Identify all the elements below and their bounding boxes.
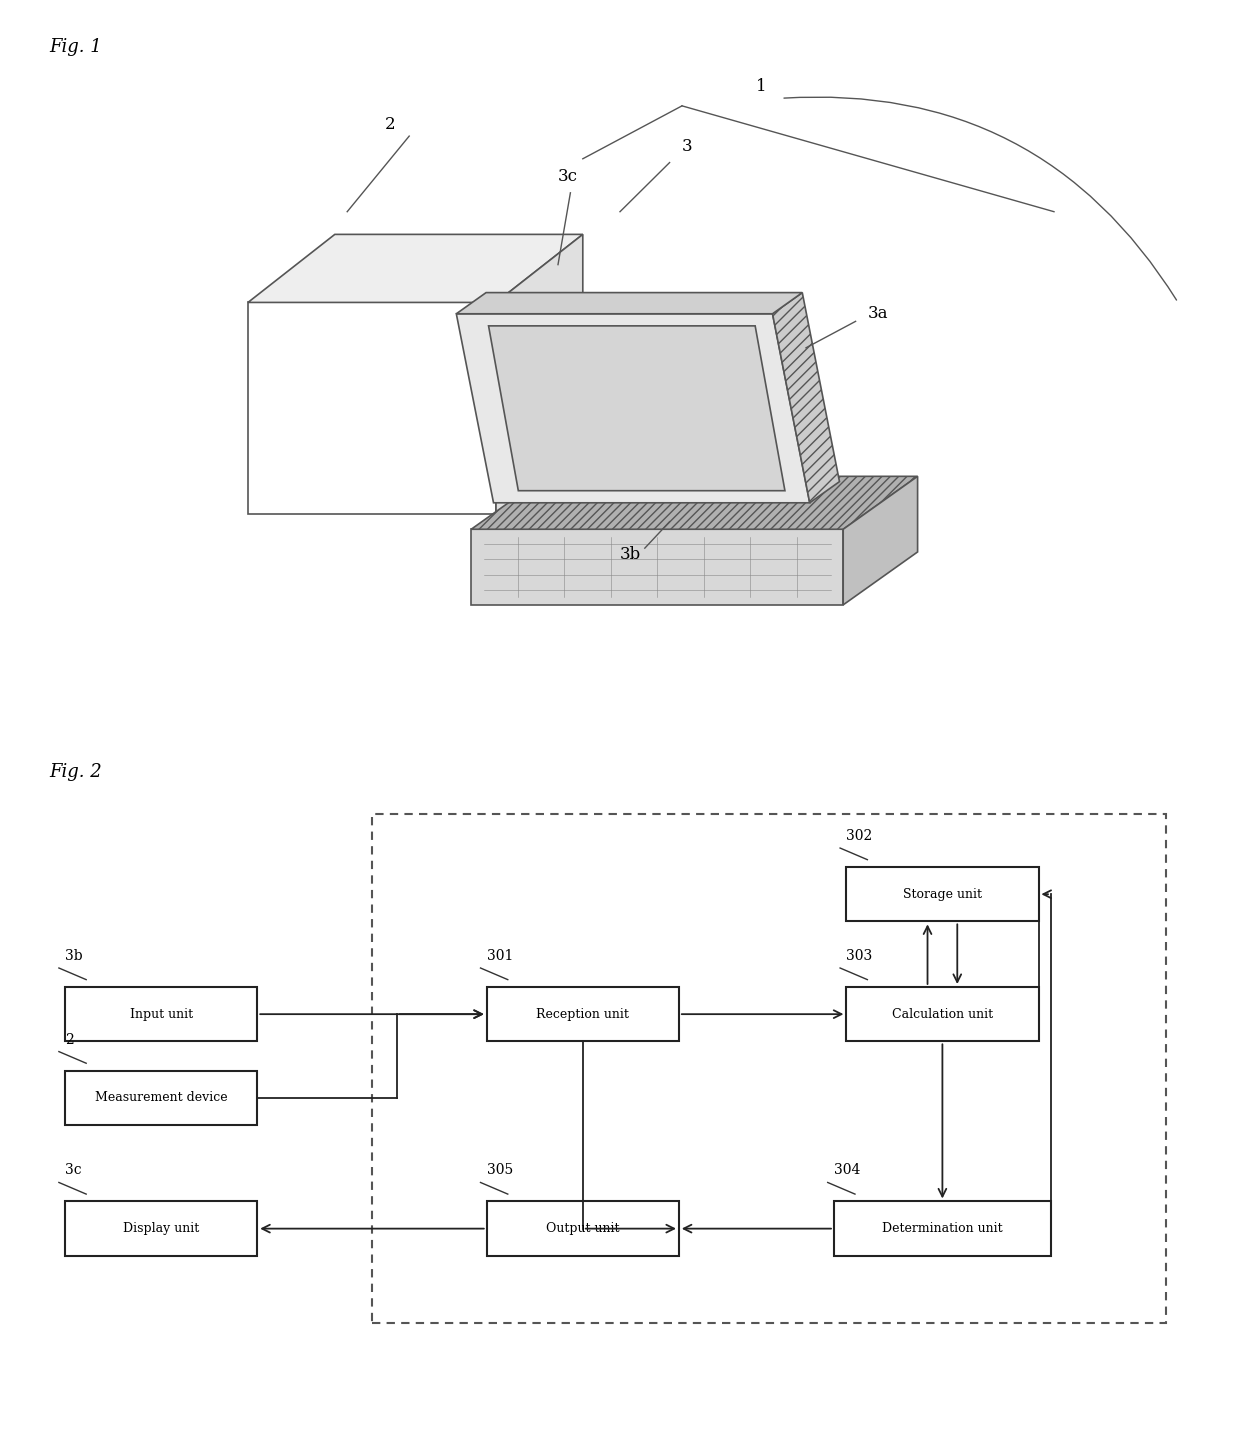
FancyBboxPatch shape bbox=[486, 1201, 680, 1256]
Polygon shape bbox=[843, 477, 918, 605]
Polygon shape bbox=[773, 292, 839, 503]
Bar bbox=[471, 529, 843, 605]
FancyBboxPatch shape bbox=[846, 867, 1039, 922]
Text: 3c: 3c bbox=[558, 169, 578, 186]
Text: 3c: 3c bbox=[66, 1163, 82, 1178]
Text: Display unit: Display unit bbox=[123, 1223, 200, 1234]
Text: Measurement device: Measurement device bbox=[95, 1092, 227, 1104]
Text: 302: 302 bbox=[846, 829, 873, 843]
FancyBboxPatch shape bbox=[486, 987, 680, 1041]
Text: 2: 2 bbox=[66, 1032, 74, 1047]
Text: 303: 303 bbox=[846, 949, 873, 963]
Text: Fig. 2: Fig. 2 bbox=[50, 763, 103, 781]
Polygon shape bbox=[471, 477, 918, 529]
Text: Storage unit: Storage unit bbox=[903, 888, 982, 900]
Polygon shape bbox=[248, 234, 583, 302]
FancyBboxPatch shape bbox=[66, 1070, 258, 1125]
Text: Fig. 1: Fig. 1 bbox=[50, 38, 103, 55]
Polygon shape bbox=[456, 292, 802, 314]
Text: Calculation unit: Calculation unit bbox=[892, 1008, 993, 1021]
Text: 301: 301 bbox=[486, 949, 513, 963]
Text: 3b: 3b bbox=[66, 949, 83, 963]
FancyBboxPatch shape bbox=[846, 987, 1039, 1041]
Text: 3a: 3a bbox=[868, 304, 889, 321]
FancyBboxPatch shape bbox=[833, 1201, 1050, 1256]
Polygon shape bbox=[489, 326, 785, 490]
Text: 2: 2 bbox=[384, 115, 396, 132]
Bar bbox=[248, 302, 496, 515]
Text: 3: 3 bbox=[682, 138, 693, 156]
Text: Input unit: Input unit bbox=[130, 1008, 192, 1021]
FancyBboxPatch shape bbox=[66, 1201, 258, 1256]
Text: Output unit: Output unit bbox=[546, 1223, 620, 1234]
Text: 305: 305 bbox=[486, 1163, 513, 1178]
FancyBboxPatch shape bbox=[66, 987, 258, 1041]
Text: 304: 304 bbox=[833, 1163, 861, 1178]
Text: 1: 1 bbox=[756, 77, 768, 95]
Text: 3b: 3b bbox=[620, 547, 641, 564]
Polygon shape bbox=[456, 314, 810, 503]
Text: Reception unit: Reception unit bbox=[537, 1008, 629, 1021]
Polygon shape bbox=[496, 234, 583, 515]
Text: Determination unit: Determination unit bbox=[882, 1223, 1003, 1234]
